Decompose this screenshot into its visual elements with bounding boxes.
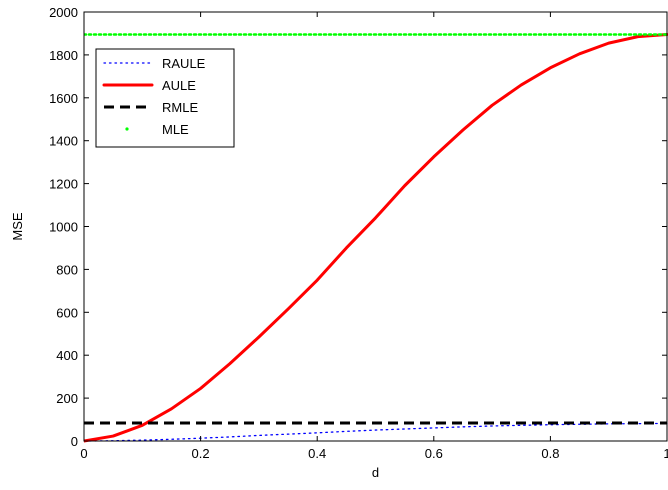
- x-tick-label: 0.2: [192, 446, 210, 461]
- series-line-aule: [84, 33, 668, 443]
- legend-label-rmle: RMLE: [162, 100, 198, 115]
- ticks-layer: 0 0.2 0.4 0.6 0.8 1 0 200 400 600 800 1000 1200 1400 1…: [49, 5, 668, 461]
- y-tick-label: 1000: [49, 220, 78, 235]
- x-tick-label: 0.6: [425, 446, 443, 461]
- x-axis-label: d: [372, 465, 379, 480]
- legend-label-mle: MLE: [162, 122, 189, 137]
- x-tick-label: 0.8: [541, 446, 559, 461]
- y-tick-label: 2000: [49, 5, 78, 20]
- x-tick-label: 0: [80, 446, 87, 461]
- x-tick-label: 0.4: [308, 446, 326, 461]
- y-tick-label: 0: [71, 434, 78, 449]
- series-line-raule: [84, 422, 668, 442]
- y-tick-label: 400: [56, 348, 78, 363]
- legend-label-aule: AULE: [162, 78, 196, 93]
- y-tick-label: 200: [56, 391, 78, 406]
- y-axis-label: MSE: [10, 212, 25, 241]
- legend-marker-mle: [125, 127, 129, 131]
- y-tick-label: 1800: [49, 48, 78, 63]
- legend: RAULE AULE RMLE MLE: [95, 48, 235, 148]
- y-tick-label: 800: [56, 262, 78, 277]
- y-tick-label: 1200: [49, 177, 78, 192]
- x-tick-label: 1: [663, 446, 668, 461]
- legend-label-raule: RAULE: [162, 56, 206, 71]
- series-layer: [84, 33, 668, 443]
- y-tick-label: 600: [56, 305, 78, 320]
- y-tick-label: 1400: [49, 134, 78, 149]
- y-tick-label: 1600: [49, 91, 78, 106]
- legend-box: [95, 48, 235, 148]
